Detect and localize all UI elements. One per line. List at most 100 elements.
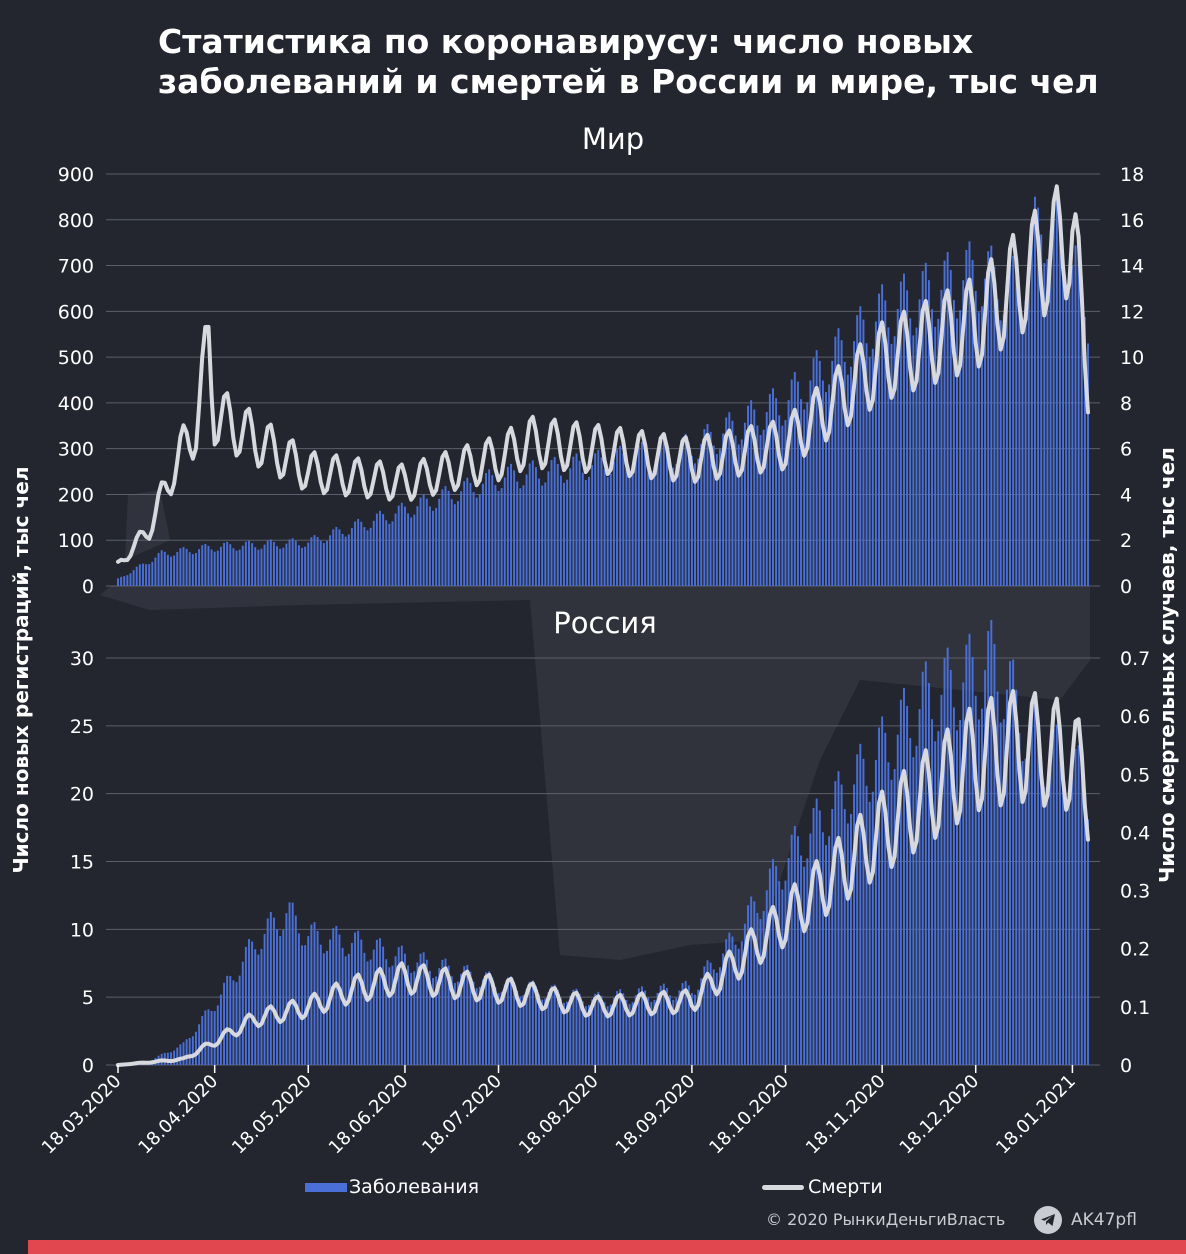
cases-bar: [460, 973, 463, 1065]
cases-bar: [1027, 733, 1030, 1065]
cases-bar: [641, 441, 643, 586]
cases-bar: [965, 250, 968, 586]
cases-bar: [382, 514, 385, 586]
cases-bar: [924, 661, 927, 1065]
cases-bar: [185, 1039, 188, 1065]
cases-bar: [163, 551, 166, 586]
cases-bar: [1027, 259, 1030, 586]
cases-bar: [391, 521, 394, 586]
cases-bar: [510, 976, 512, 1065]
cases-bar: [918, 709, 921, 1065]
cases-bar: [868, 801, 871, 1065]
cases-bar: [600, 995, 603, 1065]
cases-bar: [818, 360, 821, 586]
cases-bar: [821, 380, 824, 586]
cases-bar: [494, 485, 497, 586]
cases-bar: [747, 905, 749, 1065]
chart-title-line-2: заболеваний и смертей в России и мире, т…: [158, 62, 1099, 101]
cases-bar: [223, 542, 226, 586]
cases-bar: [488, 469, 491, 586]
cases-bar: [753, 409, 756, 586]
cases-bar: [949, 670, 952, 1065]
cases-bar: [853, 341, 856, 586]
cases-bar: [653, 467, 656, 586]
cases-bar: [463, 966, 466, 1065]
cases-bar: [719, 967, 721, 1065]
cases-bar: [731, 420, 734, 586]
cases-bar: [722, 953, 725, 1065]
cases-bar: [581, 472, 584, 586]
cases-bar: [650, 470, 653, 586]
cases-bar: [694, 994, 696, 1065]
cases-bar: [790, 379, 793, 586]
cases-bar: [1046, 781, 1049, 1065]
cases-bar: [843, 361, 846, 586]
cases-bar: [572, 456, 575, 586]
cases-bar: [631, 470, 634, 586]
cases-bar: [251, 941, 254, 1065]
cases-bar: [229, 976, 232, 1065]
cases-bar: [400, 502, 403, 586]
cases-bar: [541, 485, 544, 586]
cases-bar: [641, 986, 643, 1065]
cases-bar: [188, 1037, 191, 1065]
cases-bar: [974, 290, 977, 586]
y-left-tick-label: 700: [58, 256, 94, 278]
cases-bar: [522, 485, 525, 586]
cases-bar: [379, 938, 381, 1065]
cases-bar: [313, 535, 316, 586]
left-axis-title: Число новых регистраций, тыс чел: [9, 466, 33, 873]
cases-bar: [1005, 689, 1008, 1065]
cases-bar: [428, 970, 431, 1065]
cases-bar: [578, 460, 581, 586]
cases-bar: [388, 523, 391, 586]
cases-bar: [304, 546, 307, 586]
y-left-tick-label: 25: [70, 716, 94, 738]
cases-bar: [279, 548, 282, 586]
cases-bar: [244, 946, 247, 1065]
cases-bar: [375, 513, 378, 586]
cases-bar: [837, 328, 840, 586]
cases-bar: [419, 497, 422, 586]
cases-bar: [603, 469, 606, 586]
cases-bar: [485, 473, 487, 586]
cases-bar: [410, 973, 413, 1065]
cases-bar: [815, 798, 818, 1065]
cases-bar: [166, 554, 169, 586]
cases-bar: [416, 506, 419, 586]
cases-bar: [410, 517, 413, 586]
cases-bar: [821, 832, 824, 1065]
cases-bar: [772, 859, 774, 1065]
cases-bar: [216, 550, 219, 586]
footer-handle[interactable]: AK47pfl: [1034, 1206, 1137, 1234]
cases-bar: [216, 1005, 219, 1065]
cases-bar: [213, 551, 216, 586]
world-cases-bars: [117, 196, 1089, 587]
cases-bar: [357, 930, 360, 1065]
y-right-tick-label: 14: [1120, 256, 1144, 278]
cases-bar: [584, 480, 587, 586]
cases-bar: [728, 412, 731, 586]
cases-bar: [600, 457, 603, 586]
cases-bar: [553, 984, 556, 1065]
cases-bar: [195, 1031, 197, 1065]
x-tick-label: 18.04.2020: [134, 1071, 222, 1159]
cases-bar: [519, 996, 522, 1065]
cases-bar: [1002, 719, 1005, 1065]
cases-bar: [740, 941, 743, 1065]
cases-bar: [173, 1050, 176, 1065]
cases-bar: [943, 658, 946, 1065]
cases-bar: [176, 1047, 179, 1065]
cases-bar: [575, 988, 578, 1065]
cases-bar: [285, 913, 288, 1065]
cases-bar: [865, 785, 868, 1065]
y-right-tick-label: 6: [1120, 439, 1132, 461]
cases-bar: [937, 731, 940, 1065]
cases-bar: [887, 762, 890, 1065]
cases-bar: [238, 975, 241, 1065]
cases-bar: [846, 374, 849, 586]
cases-bar: [538, 478, 541, 586]
cases-bar: [503, 984, 506, 1065]
cases-bar: [859, 743, 862, 1065]
cases-bar: [871, 348, 874, 586]
